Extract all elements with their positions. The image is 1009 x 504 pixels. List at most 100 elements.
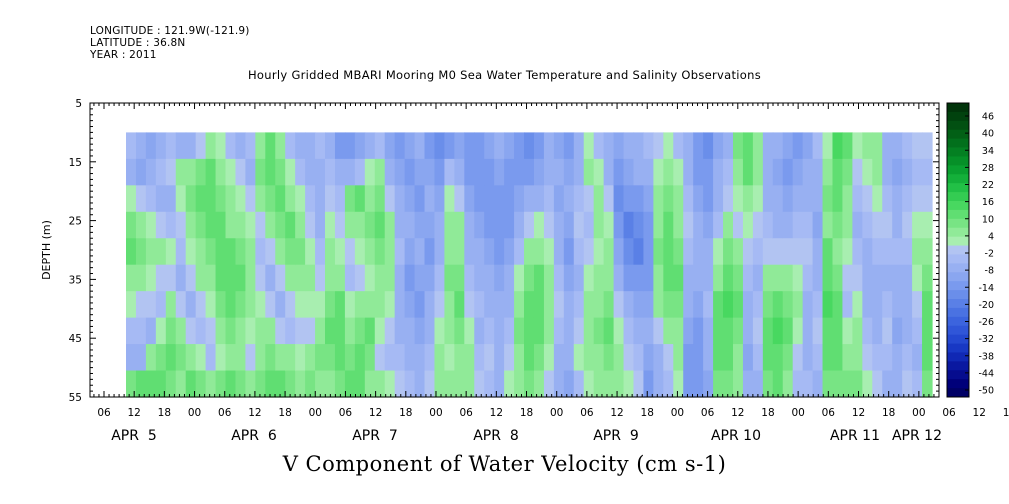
heatmap-cell xyxy=(902,317,913,345)
heatmap-cell xyxy=(384,344,396,372)
colorbar-swatch xyxy=(947,299,969,309)
heatmap-cell xyxy=(683,238,694,266)
heatmap-cell xyxy=(633,158,645,186)
heatmap-cell xyxy=(583,291,595,319)
heatmap-cell xyxy=(902,238,913,266)
heatmap-cell xyxy=(862,317,873,345)
heatmap-cell xyxy=(553,158,565,186)
heatmap-cell xyxy=(732,344,744,372)
heatmap-cell xyxy=(703,132,714,160)
heatmap-cell xyxy=(504,158,515,186)
heatmap-cell xyxy=(563,238,575,266)
heatmap-cell xyxy=(553,211,565,239)
heatmap-cell xyxy=(892,158,903,186)
heatmap-cell xyxy=(643,211,654,239)
heatmap-cell xyxy=(334,211,346,239)
heatmap-cell xyxy=(235,132,247,160)
heatmap-cell xyxy=(155,211,167,239)
heatmap-cell xyxy=(494,317,505,345)
heatmap-cell xyxy=(364,344,376,372)
heatmap-cell xyxy=(693,158,704,186)
colorbar-swatch xyxy=(947,254,969,264)
heatmap-cell xyxy=(533,344,545,372)
heatmap-cell xyxy=(255,185,266,213)
heatmap-cell xyxy=(842,264,853,292)
x-tick-label: 00 xyxy=(188,407,201,419)
heatmap-cell xyxy=(434,370,446,398)
heatmap-cell xyxy=(185,370,197,398)
heatmap-cell xyxy=(384,370,396,398)
heatmap-cell xyxy=(922,370,933,398)
heatmap-cell xyxy=(892,317,903,345)
heatmap-cell xyxy=(185,238,197,266)
heatmap-cell xyxy=(543,185,555,213)
heatmap-cell xyxy=(334,158,346,186)
heatmap-cell xyxy=(295,344,306,372)
heatmap-cell xyxy=(434,158,446,186)
heatmap-cell xyxy=(444,264,455,292)
heatmap-cell xyxy=(732,132,744,160)
heatmap-cell xyxy=(165,291,177,319)
heatmap-cell xyxy=(195,132,207,160)
heatmap-cell xyxy=(762,344,774,372)
heatmap-cell xyxy=(772,132,784,160)
x-tick-label: 00 xyxy=(309,407,322,419)
heatmap-cell xyxy=(862,264,873,292)
heatmap-cell xyxy=(524,158,535,186)
heatmap-cell xyxy=(732,264,744,292)
heatmap-cell xyxy=(305,344,316,372)
colorbar-label: -44 xyxy=(978,368,994,379)
heatmap-cell xyxy=(882,132,893,160)
heatmap-cell xyxy=(673,370,684,398)
heatmap-cell xyxy=(792,317,804,345)
x-date-label: APR 8 xyxy=(473,428,519,444)
heatmap-cell xyxy=(265,264,276,292)
heatmap-cell xyxy=(354,291,366,319)
heatmap-cell xyxy=(474,291,485,319)
heatmap-cell xyxy=(802,238,814,266)
heatmap-cell xyxy=(126,317,137,345)
heatmap-cell xyxy=(325,370,336,398)
heatmap-cell xyxy=(792,344,804,372)
heatmap-cell xyxy=(553,185,565,213)
heatmap-cell xyxy=(563,370,575,398)
heatmap-cell xyxy=(663,185,674,213)
heatmap-cell xyxy=(255,158,266,186)
heatmap-cell xyxy=(474,344,485,372)
latitude-label: LATITUDE : 36.8N xyxy=(90,37,186,49)
heatmap-cell xyxy=(802,370,814,398)
heatmap-cell xyxy=(872,158,883,186)
colorbar-swatch xyxy=(947,201,969,211)
heatmap-cell xyxy=(285,238,296,266)
heatmap-cell xyxy=(713,238,724,266)
heatmap-cell xyxy=(613,185,625,213)
heatmap-cell xyxy=(852,211,863,239)
heatmap-cell xyxy=(832,370,844,398)
heatmap-cell xyxy=(285,264,296,292)
heatmap-cell xyxy=(225,344,237,372)
x-tick-label: 18 xyxy=(520,407,533,419)
x-tick-label: 12 xyxy=(610,407,623,419)
heatmap-cell xyxy=(812,211,824,239)
heatmap-cell xyxy=(713,317,724,345)
heatmap-cell xyxy=(603,158,615,186)
y-tick-label: 25 xyxy=(69,216,82,228)
colorbar-swatch xyxy=(947,370,969,380)
y-axis-label: DEPTH (m) xyxy=(40,220,53,280)
heatmap-cell xyxy=(185,158,197,186)
heatmap-cell xyxy=(245,211,256,239)
heatmap-cell xyxy=(653,185,664,213)
heatmap-cell xyxy=(504,264,515,292)
colorbar: 46 40 34 28 22 16 10 4 -2 -8 -14 -20 -26 -32 -38 -44 -50 xyxy=(946,102,994,398)
heatmap-cell xyxy=(205,158,217,186)
heatmap-cell xyxy=(245,370,256,398)
heatmap-cell xyxy=(772,238,784,266)
heatmap-cell xyxy=(374,317,386,345)
x-tick-label: 06 xyxy=(218,407,232,419)
heatmap-cell xyxy=(882,291,893,319)
heatmap-cell xyxy=(613,132,625,160)
heatmap-cell xyxy=(703,238,714,266)
heatmap-cell xyxy=(573,264,585,292)
colorbar-swatch xyxy=(947,156,969,166)
